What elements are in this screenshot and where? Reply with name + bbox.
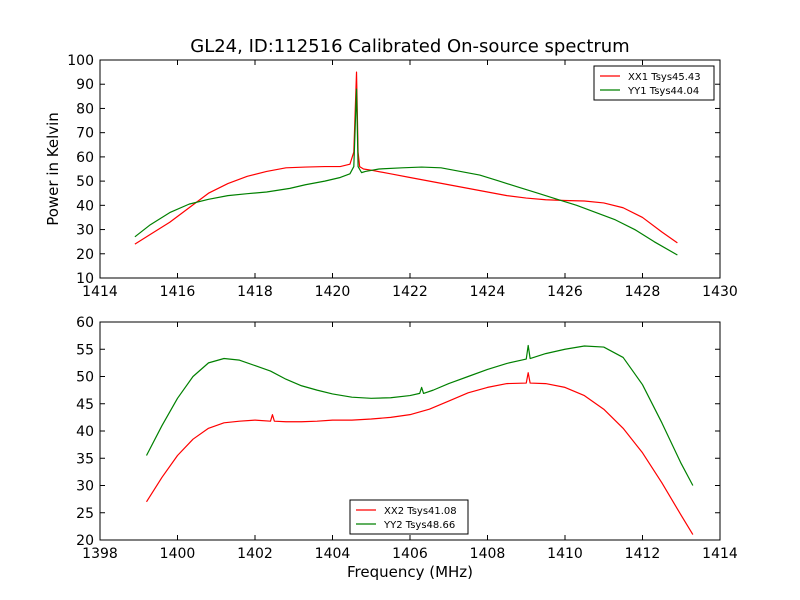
top-y-tick-label: 70 [76, 126, 94, 142]
top-x-tick-label: 1414 [82, 284, 118, 300]
top-series-line-1 [134, 71, 678, 245]
top-y-tick-label: 30 [76, 223, 94, 239]
bottom-legend-label-1: XX2 Tsys41.08 [384, 506, 457, 517]
bottom-y-tick-label: 55 [76, 342, 94, 358]
bottom-series-line-1 [145, 372, 694, 535]
bottom-x-tick-label: 1412 [625, 546, 661, 562]
top-y-tick-label: 50 [76, 174, 94, 190]
top-legend-label-2: YY1 Tsys44.04 [627, 86, 699, 97]
top-chart-title: GL24, ID:112516 Calibrated On-source spe… [190, 36, 629, 57]
bottom-legend-box [349, 499, 469, 535]
bottom-y-tick-label: 40 [76, 424, 94, 440]
top-series-line-2 [134, 88, 678, 256]
top-x-tick-label: 1424 [470, 284, 506, 300]
top-x-tick-label: 1428 [625, 284, 661, 300]
bottom-y-tick-label: 50 [76, 370, 94, 386]
bottom-series-line-2 [145, 344, 694, 486]
top-chart-y-axis-label: Power in Kelvin [44, 112, 62, 226]
top-chart: 1414 1416 1418 1420 1422 1424 1426 1428 1430 10 20… [67, 53, 738, 300]
bottom-chart: 1398 1400 1402 1404 1406 1408 1410 1412 1414 20 25… [76, 315, 738, 562]
bottom-x-tick-label: 1400 [160, 546, 196, 562]
bottom-legend: XX2 Tsys41.08 YY2 Tsys48.66 [349, 499, 469, 535]
bottom-x-tick-label: 1414 [702, 546, 738, 562]
top-y-tick-label: 60 [76, 150, 94, 166]
top-x-tick-label: 1422 [392, 284, 428, 300]
top-y-tick-label: 90 [76, 77, 94, 93]
top-x-tick-label: 1416 [160, 284, 196, 300]
top-x-tick-label: 1430 [702, 284, 738, 300]
top-x-tick-label: 1420 [315, 284, 351, 300]
top-legend: XX1 Tsys45.43 YY1 Tsys44.04 [593, 65, 715, 101]
top-legend-box [593, 65, 715, 101]
top-y-tick-label: 40 [76, 198, 94, 214]
top-legend-label-1: XX1 Tsys45.43 [628, 72, 701, 83]
top-x-tick-label: 1418 [237, 284, 273, 300]
bottom-chart-x-axis-label: Frequency (MHz) [347, 563, 473, 581]
top-y-tick-label: 80 [76, 101, 94, 117]
top-x-tick-label: 1426 [547, 284, 583, 300]
bottom-x-tick-label: 1406 [392, 546, 428, 562]
top-y-tick-label: 20 [76, 247, 94, 263]
bottom-x-tick-label: 1410 [547, 546, 583, 562]
bottom-y-tick-label: 35 [76, 451, 94, 467]
bottom-y-tick-label: 30 [76, 479, 94, 495]
top-y-tick-label: 10 [76, 271, 94, 287]
top-y-tick-label: 100 [67, 53, 94, 69]
bottom-y-tick-label: 45 [76, 397, 94, 413]
bottom-y-tick-label: 20 [76, 533, 94, 549]
bottom-x-tick-label: 1408 [470, 546, 506, 562]
bottom-x-tick-label: 1404 [315, 546, 351, 562]
bottom-y-tick-label: 60 [76, 315, 94, 331]
bottom-x-tick-label: 1402 [237, 546, 273, 562]
bottom-legend-label-2: YY2 Tsys48.66 [383, 520, 455, 531]
bottom-x-tick-label: 1398 [82, 546, 118, 562]
bottom-y-tick-label: 25 [76, 506, 94, 522]
